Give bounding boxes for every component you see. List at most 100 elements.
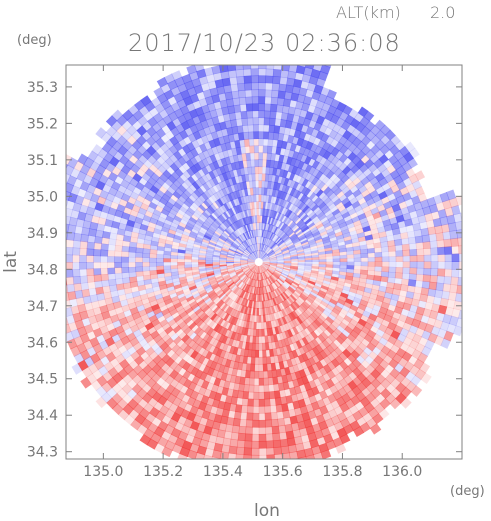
radar-bin (276, 411, 285, 420)
radar-bin (339, 264, 348, 269)
radar-bin (217, 300, 225, 309)
radar-bin (89, 177, 100, 188)
radar-bin (221, 128, 229, 137)
radar-bin (248, 246, 254, 253)
radar-bin (367, 265, 376, 272)
radar-bin (175, 198, 185, 207)
radar-bin (267, 250, 274, 256)
radar-bin (227, 226, 234, 234)
radar-bin (168, 145, 179, 155)
radar-bin (228, 300, 235, 308)
radar-bin (366, 243, 375, 250)
radar-bin (309, 213, 318, 221)
radar-bin (193, 276, 202, 281)
radar-bin (155, 220, 165, 227)
radar-bin (66, 200, 76, 211)
radar-bin (308, 340, 317, 350)
radar-bin (250, 356, 256, 365)
radar-bin (235, 190, 241, 199)
radar-bin (244, 89, 253, 98)
radar-bin (277, 354, 284, 363)
radar-bin (309, 143, 319, 153)
radar-bin (326, 304, 335, 312)
radar-bin (231, 367, 238, 377)
radar-bin (329, 239, 339, 245)
radar-bin (291, 223, 299, 231)
radar-bin (217, 92, 227, 102)
radar-bin (213, 152, 222, 162)
radar-bin (311, 301, 320, 309)
radar-bin (142, 198, 152, 207)
radar-bin (247, 259, 255, 262)
radar-bin (122, 373, 133, 385)
radar-bin (161, 333, 171, 343)
radar-bin (393, 233, 402, 241)
radar-bin (160, 208, 170, 216)
radar-bin (223, 84, 232, 94)
radar-bin (278, 205, 285, 214)
radar-bin (203, 425, 213, 436)
radar-bin (202, 182, 210, 191)
radar-bin (195, 196, 204, 205)
radar-bin (318, 324, 327, 333)
radar-bin (163, 250, 172, 256)
radar-bin (242, 334, 248, 343)
radar-bin (297, 65, 307, 68)
radar-bin (129, 191, 140, 201)
radar-bin (242, 461, 251, 469)
radar-bin (262, 229, 266, 238)
radar-bin (232, 276, 240, 283)
radar-bin (184, 224, 193, 232)
radar-bin (213, 249, 222, 254)
radar-velocity-field (66, 65, 462, 469)
radar-bin (332, 258, 341, 262)
radar-bin (306, 82, 317, 92)
radar-bin (344, 239, 353, 245)
radar-bin (276, 256, 285, 260)
radar-bin (304, 263, 313, 267)
radar-bin (144, 181, 154, 191)
radar-bin (100, 262, 108, 269)
radar-bin (251, 433, 260, 442)
radar-bin (307, 333, 316, 342)
radar-bin (252, 412, 260, 421)
radar-bin (286, 194, 293, 203)
radar-bin (420, 227, 430, 237)
radar-bin (272, 139, 279, 148)
radar-bin (70, 345, 81, 357)
radar-bin (223, 430, 233, 440)
radar-bin (239, 203, 245, 212)
radar-bin (416, 261, 425, 269)
radar-bin (86, 241, 95, 250)
radar-bin (241, 242, 248, 249)
radar-bin (262, 263, 270, 268)
radar-bin (355, 416, 367, 428)
radar-bin (227, 352, 234, 361)
radar-bin (162, 399, 173, 410)
radar-bin (264, 286, 268, 294)
radar-bin (236, 247, 244, 253)
radar-bin (140, 313, 150, 322)
radar-bin (321, 175, 330, 185)
radar-bin (337, 277, 346, 283)
radar-bin (204, 95, 214, 106)
radar-bin (145, 230, 154, 237)
radar-bin (236, 125, 244, 134)
radar-bin (208, 320, 216, 329)
radar-bin (145, 136, 157, 147)
radar-bin (184, 269, 193, 274)
radar-bin (370, 368, 381, 380)
radar-bin (457, 277, 462, 287)
radar-bin (253, 321, 257, 330)
radar-bin (261, 264, 269, 270)
radar-bin (171, 298, 181, 306)
radar-bin (216, 159, 224, 168)
radar-bin (209, 360, 218, 370)
radar-bin (249, 264, 256, 269)
radar-bin (263, 131, 270, 140)
radar-bin (281, 403, 289, 412)
radar-bin (235, 238, 242, 245)
radar-bin (323, 274, 332, 280)
radar-bin (126, 297, 136, 305)
radar-bin (301, 170, 309, 180)
